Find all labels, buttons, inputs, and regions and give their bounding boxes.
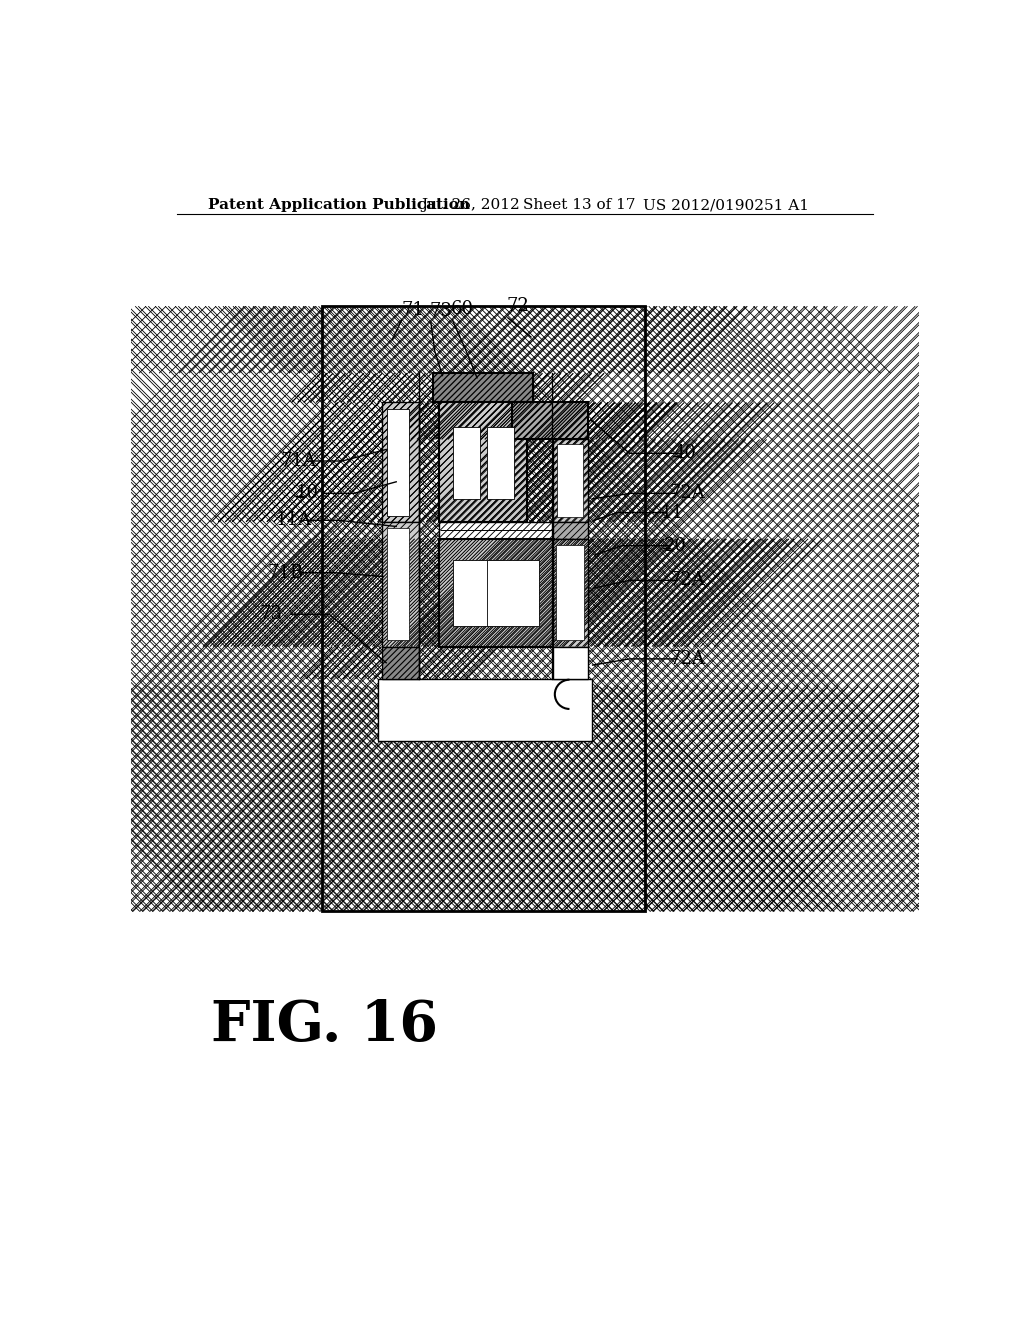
Bar	[382, 403, 419, 521]
Bar	[433, 374, 534, 403]
Text: Sheet 13 of 17: Sheet 13 of 17	[523, 198, 636, 213]
Bar	[382, 647, 419, 678]
Bar	[556, 545, 584, 640]
Text: 11A: 11A	[275, 511, 311, 529]
Bar	[553, 539, 588, 647]
Bar	[382, 647, 419, 678]
Text: US 2012/0190251 A1: US 2012/0190251 A1	[643, 198, 809, 213]
Bar	[454, 561, 503, 626]
Text: Patent Application Publication: Patent Application Publication	[208, 198, 470, 213]
Bar	[387, 409, 409, 516]
Bar	[553, 647, 588, 678]
Text: 71A: 71A	[281, 451, 316, 470]
Bar	[379, 306, 591, 374]
Bar	[591, 306, 645, 911]
Text: 73: 73	[429, 302, 453, 321]
Text: 20: 20	[664, 537, 686, 554]
Bar	[439, 539, 554, 647]
Bar	[553, 440, 588, 521]
Bar	[439, 403, 527, 521]
Bar	[382, 403, 419, 521]
Bar	[553, 521, 588, 539]
Text: 10: 10	[296, 484, 319, 503]
Bar	[553, 440, 588, 521]
Text: 60: 60	[451, 300, 474, 318]
Bar	[382, 521, 419, 647]
Text: 72A: 72A	[670, 572, 706, 589]
Bar	[433, 374, 534, 403]
Text: 72A: 72A	[670, 649, 706, 668]
Bar	[322, 306, 645, 911]
Bar	[553, 539, 588, 647]
Text: FIG. 16: FIG. 16	[211, 998, 438, 1053]
Bar	[487, 561, 539, 626]
Bar	[557, 444, 584, 517]
Text: 71B: 71B	[267, 564, 304, 582]
Bar	[439, 521, 554, 539]
Bar	[452, 686, 525, 911]
Bar	[378, 678, 592, 741]
Bar	[439, 539, 554, 647]
Bar	[487, 428, 514, 499]
Bar	[454, 428, 480, 499]
Text: 72A: 72A	[670, 484, 706, 503]
Text: 72: 72	[506, 297, 529, 315]
Bar	[512, 403, 588, 440]
Text: 40: 40	[674, 445, 696, 462]
Bar	[322, 306, 645, 911]
Text: 73: 73	[260, 606, 283, 623]
Bar	[322, 306, 379, 911]
Text: 71: 71	[401, 301, 425, 318]
Bar	[439, 403, 527, 521]
Text: Jul. 26, 2012: Jul. 26, 2012	[422, 198, 520, 213]
Text: 11: 11	[660, 504, 683, 521]
Bar	[382, 521, 419, 647]
Bar	[512, 403, 588, 440]
Bar	[387, 528, 409, 640]
